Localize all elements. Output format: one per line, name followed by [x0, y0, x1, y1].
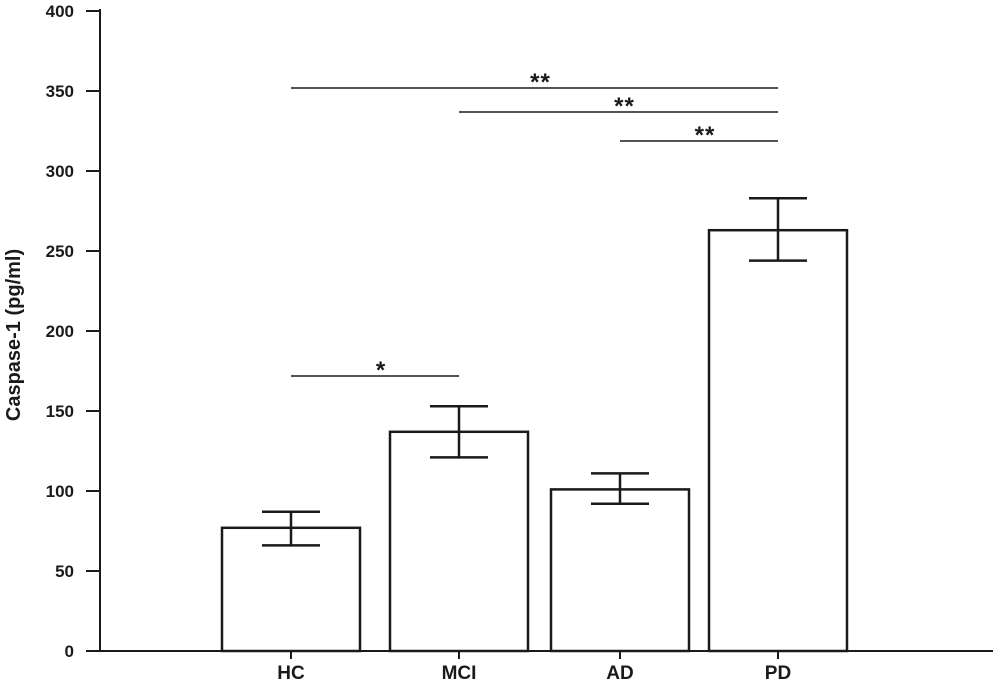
- x-tick-label-hc: HC: [277, 663, 305, 681]
- significance-label: **: [695, 122, 716, 149]
- significance-label: *: [376, 357, 386, 384]
- bar-ad: [549, 488, 691, 653]
- bar-pd: [707, 228, 849, 653]
- y-tick-label: 200: [46, 322, 74, 341]
- x-tick-label-pd: PD: [765, 663, 791, 681]
- y-tick-label: 50: [55, 562, 74, 581]
- significance-brackets: *******: [291, 69, 778, 384]
- error-bars: [262, 196, 807, 547]
- bar-mci: [388, 430, 530, 653]
- y-tick-label: 350: [46, 82, 74, 101]
- x-tick-label-ad: AD: [606, 663, 633, 681]
- y-tick-label: 400: [46, 2, 74, 21]
- y-tick-label: 300: [46, 162, 74, 181]
- y-tick-label: 150: [46, 402, 74, 421]
- significance-label: **: [530, 69, 551, 96]
- y-tick-label: 100: [46, 482, 74, 501]
- y-tick-label: 0: [65, 642, 74, 661]
- bars: [220, 228, 849, 653]
- x-tick-label-mci: MCI: [442, 663, 477, 681]
- bar-hc: [220, 526, 362, 653]
- y-tick-label: 250: [46, 242, 74, 261]
- significance-label: **: [614, 93, 635, 120]
- y-axis-title: Caspase-1 (pg/ml): [3, 249, 25, 421]
